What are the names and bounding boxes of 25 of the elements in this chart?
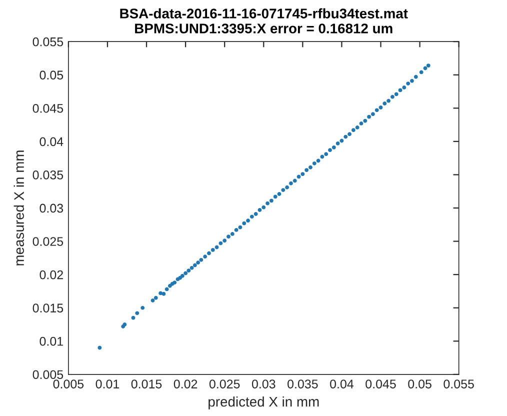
chart-title: BSA-data-2016-11-16-071745-rfbu34test.mat BPMS:UND1:3395:X error = 0.16812 um xyxy=(120,8,408,34)
y-tick-label: 0.055 xyxy=(32,37,64,46)
y-tick-label: 0.05 xyxy=(40,70,64,80)
y-tick-label: 0.04 xyxy=(40,137,64,146)
y-tick-label: 0.005 xyxy=(32,370,64,380)
x-tick-label: 0.04 xyxy=(330,380,354,388)
y-tick-label: 0.02 xyxy=(40,270,63,280)
x-tick-label: 0.015 xyxy=(131,380,162,388)
y-tick-label: 0.035 xyxy=(32,170,64,180)
x-tick-label: 0.05 xyxy=(408,380,432,388)
x-tick-label: 0.02 xyxy=(174,380,198,388)
x-axis-title: predicted X in mm xyxy=(208,396,319,410)
x-tick-label: 0.03 xyxy=(252,380,276,388)
y-axis-title: measured X in mm xyxy=(14,150,24,266)
x-tick-label: 0.025 xyxy=(209,380,240,388)
x-tick-label: 0.035 xyxy=(288,380,318,388)
y-tick-label: 0.045 xyxy=(32,104,64,113)
x-tick-label: 0.01 xyxy=(96,380,120,388)
x-tick-label: 0.055 xyxy=(444,380,474,388)
y-tick-label: 0.015 xyxy=(32,304,64,312)
x-tick-label: 0.005 xyxy=(53,380,84,388)
y-tick-label: 0.03 xyxy=(40,204,64,213)
y-tick-label: 0.01 xyxy=(40,336,63,346)
x-tick-label: 0.045 xyxy=(366,380,396,388)
y-tick-label: 0.025 xyxy=(32,237,64,246)
